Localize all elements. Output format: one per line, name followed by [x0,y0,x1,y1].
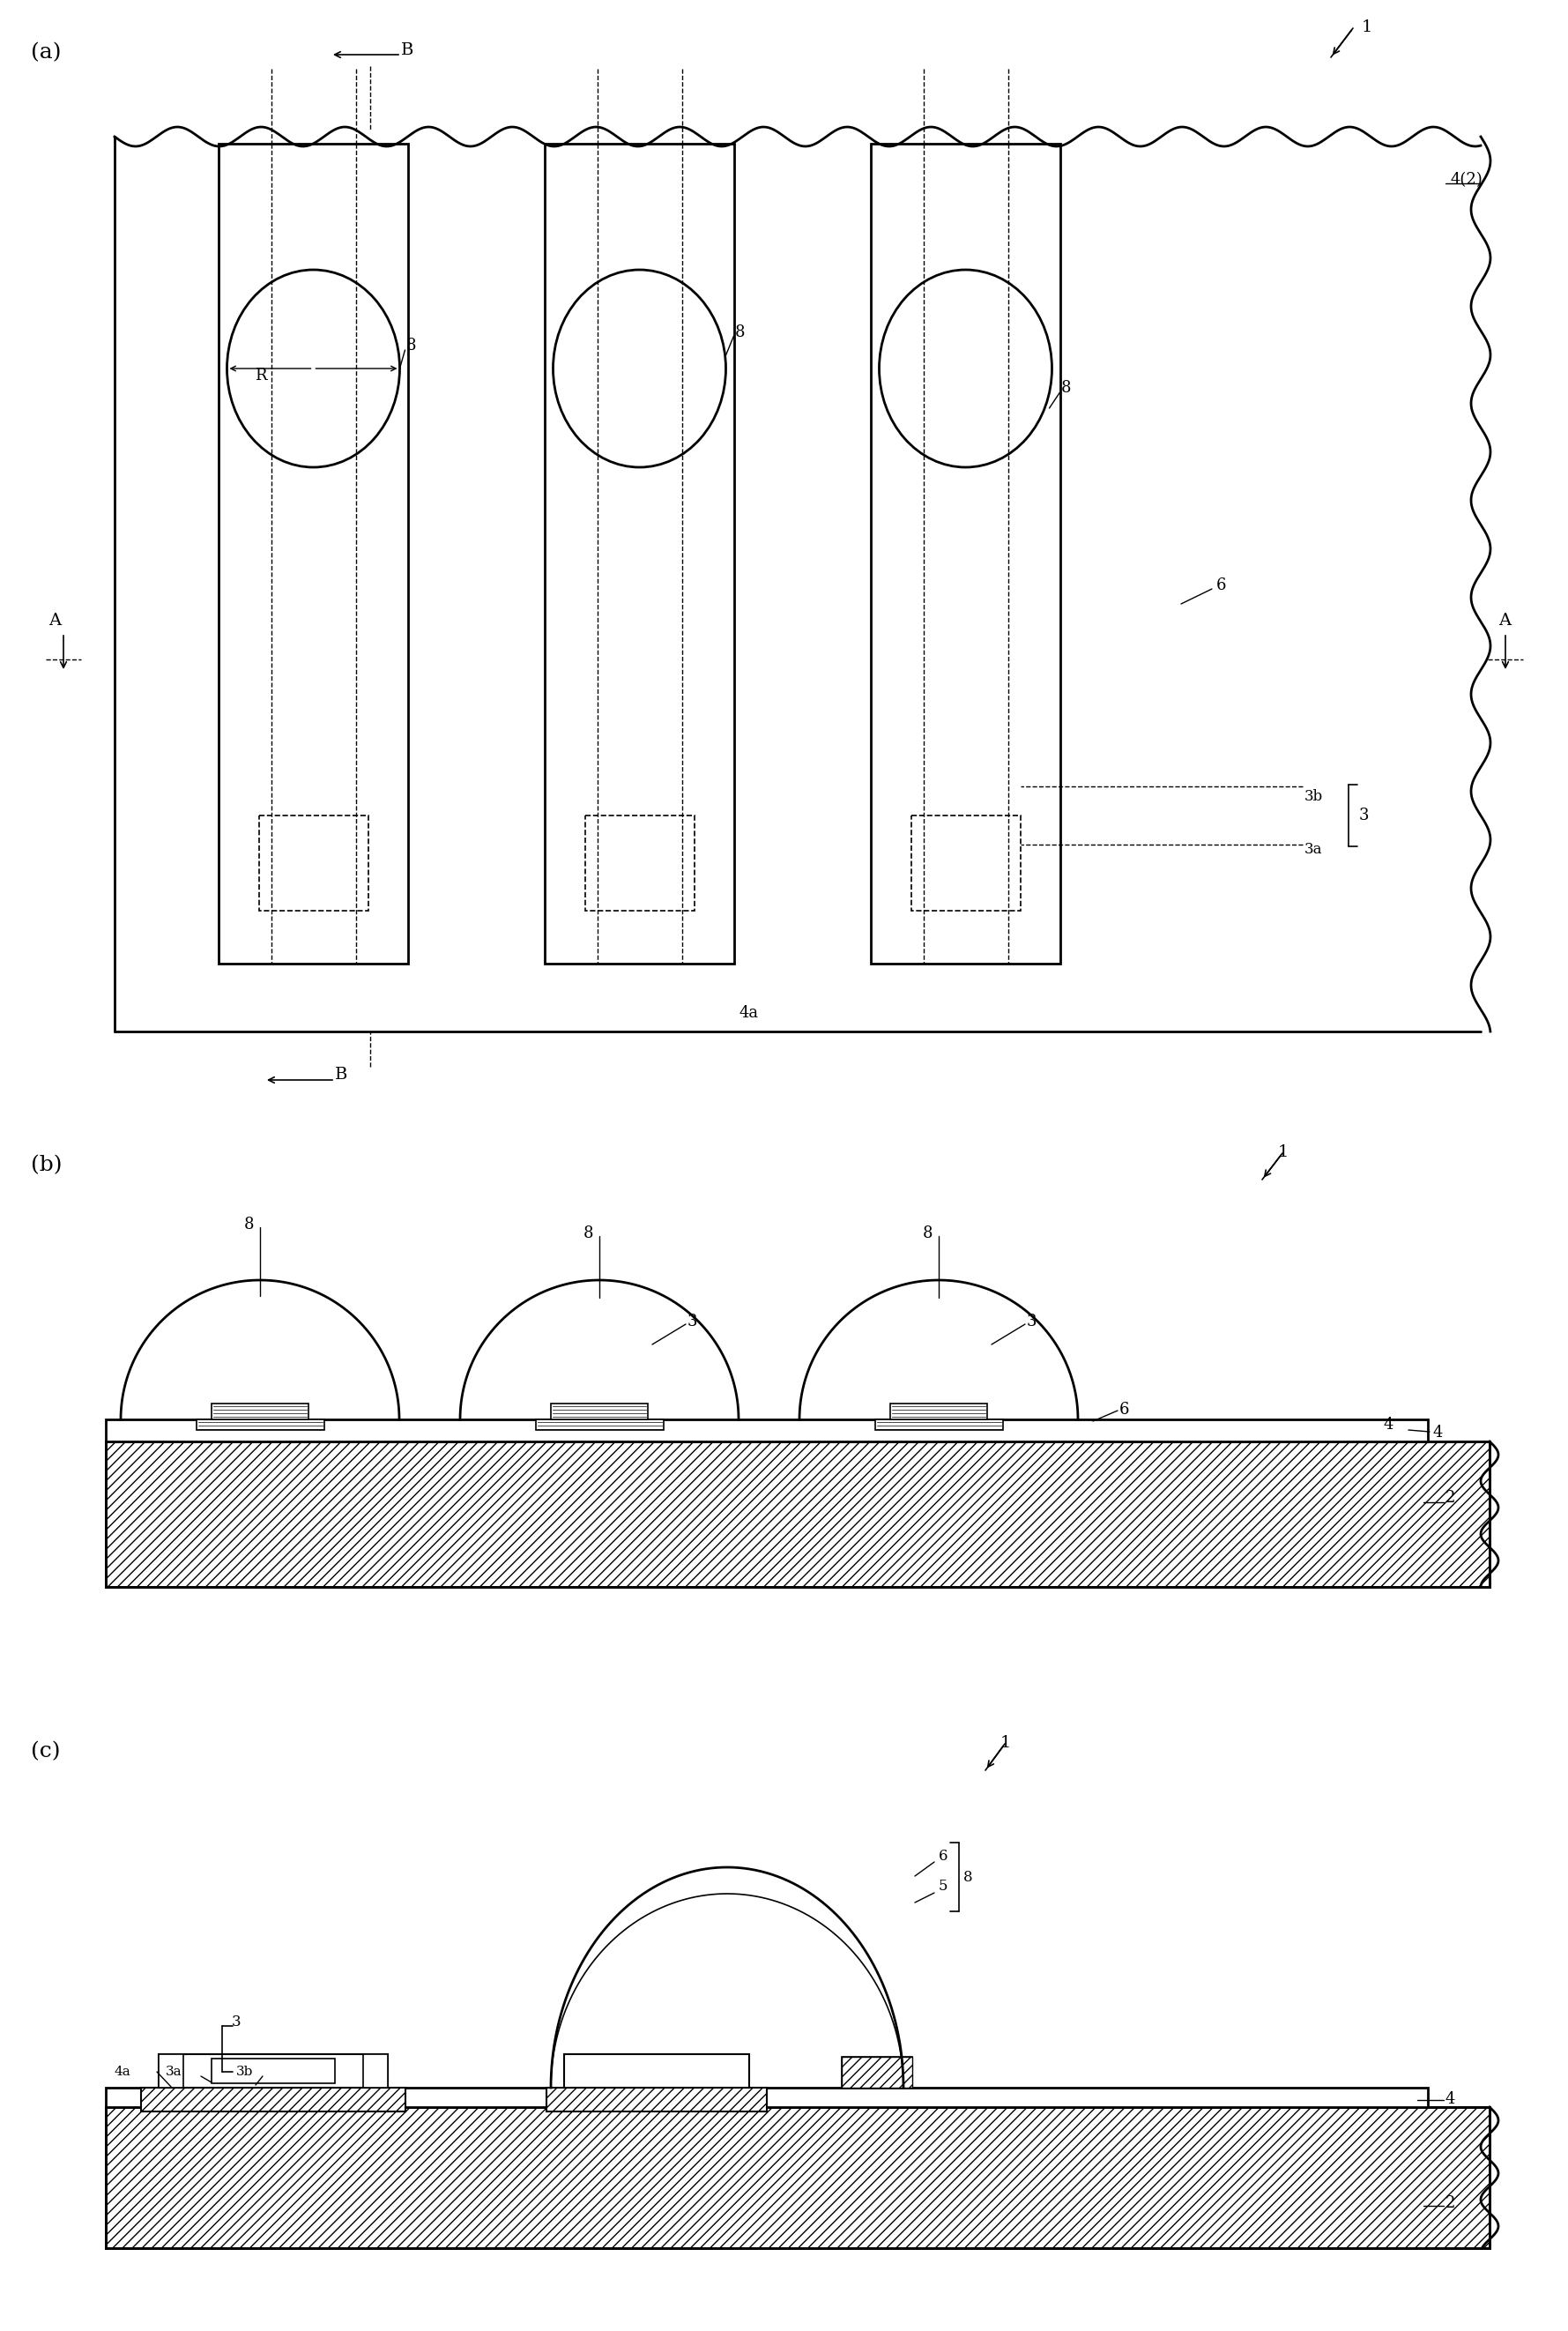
Text: 3: 3 [687,1315,698,1329]
Ellipse shape [227,270,400,466]
Text: 6: 6 [1120,1401,1129,1417]
Text: (c): (c) [31,1741,61,1762]
Text: A: A [49,613,61,629]
Bar [870,145,1060,963]
Bar [105,2089,1428,2107]
Bar [911,816,1021,911]
Text: 8: 8 [583,1226,594,1242]
Bar [364,2054,387,2089]
Text: 8: 8 [1062,380,1071,396]
Bar [212,1403,309,1420]
Text: 5: 5 [939,1879,949,1895]
Text: 6: 6 [939,1848,949,1862]
Bar [535,1420,663,1429]
Bar [105,1420,1428,1441]
Text: 4(2): 4(2) [1450,172,1482,189]
Text: B: B [401,42,414,58]
Text: 8: 8 [406,338,416,354]
Text: 3b: 3b [237,2065,254,2077]
Bar [105,2107,1490,2247]
Text: (b): (b) [31,1154,63,1175]
Text: 8: 8 [963,1869,972,1883]
Ellipse shape [880,270,1052,466]
Text: 2: 2 [1446,1490,1455,1506]
Bar [141,2089,406,2112]
Bar [842,2056,913,2089]
Bar [218,145,408,963]
Text: 3a: 3a [166,2065,182,2077]
Text: 3b: 3b [1305,790,1323,804]
Text: 1: 1 [1278,1145,1289,1161]
Bar [105,1441,1490,1587]
Text: 1: 1 [1361,19,1372,35]
Bar [105,1441,1490,1587]
Text: 8: 8 [735,324,745,340]
Bar [158,2054,387,2089]
Bar [212,2058,336,2084]
Bar [547,2089,767,2112]
Text: B: B [336,1068,348,1082]
Bar [105,2107,1490,2247]
Bar [158,2054,183,2089]
Text: 2: 2 [1446,2196,1455,2212]
Bar [141,2089,406,2112]
Text: 4: 4 [1385,1417,1394,1434]
Text: 8: 8 [245,1217,254,1233]
Bar [544,145,734,963]
Bar [891,1403,988,1420]
Text: 4a: 4a [114,2065,132,2077]
Text: 6: 6 [1217,578,1226,594]
Text: R: R [254,368,267,385]
Text: 4: 4 [1446,2091,1455,2107]
Bar [259,816,368,911]
Bar [196,1420,325,1429]
Text: 3: 3 [1027,1315,1036,1329]
Text: 3a: 3a [1305,841,1322,858]
Bar [564,2054,750,2089]
Bar [547,2089,767,2112]
Bar [875,1420,1002,1429]
Ellipse shape [554,270,726,466]
Text: 1: 1 [1000,1734,1011,1751]
Text: 4: 4 [1432,1424,1443,1441]
Bar [550,1403,648,1420]
Text: A: A [1499,613,1512,629]
Text: 4a: 4a [740,1005,759,1021]
Text: 8: 8 [924,1226,933,1242]
Text: (a): (a) [31,42,61,63]
Bar [585,816,695,911]
Text: 3: 3 [1359,807,1369,823]
Bar [842,2056,913,2089]
Text: 3: 3 [232,2014,241,2030]
